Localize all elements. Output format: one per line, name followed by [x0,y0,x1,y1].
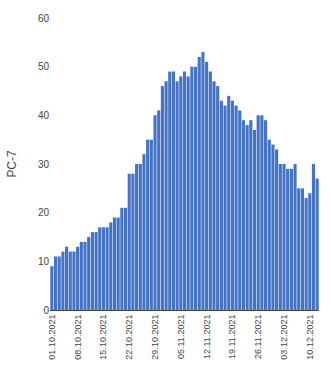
svg-text:0: 0 [43,305,49,316]
svg-text:22.10.2021: 22.10.2021 [124,315,134,360]
svg-text:29.10.2021: 29.10.2021 [150,315,160,360]
svg-text:20: 20 [38,207,50,218]
svg-text:26.11.2021: 26.11.2021 [253,315,263,359]
svg-text:15.10.2021: 15.10.2021 [98,315,108,360]
svg-text:10.12.2021: 10.12.2021 [305,315,315,360]
svg-text:60: 60 [38,13,50,24]
svg-text:50: 50 [38,61,50,72]
svg-text:01.10.2021: 01.10.2021 [47,315,57,360]
svg-text:РС-7: РС-7 [5,150,19,178]
svg-text:08.10.2021: 08.10.2021 [73,315,83,360]
svg-text:30: 30 [38,159,50,170]
svg-text:03.12.2021: 03.12.2021 [279,315,289,360]
svg-text:19.11.2021: 19.11.2021 [227,315,237,359]
svg-text:05.11.2021: 05.11.2021 [176,315,186,359]
svg-text:12.11.2021: 12.11.2021 [202,315,212,359]
svg-text:10: 10 [38,256,50,267]
svg-text:40: 40 [38,110,50,121]
